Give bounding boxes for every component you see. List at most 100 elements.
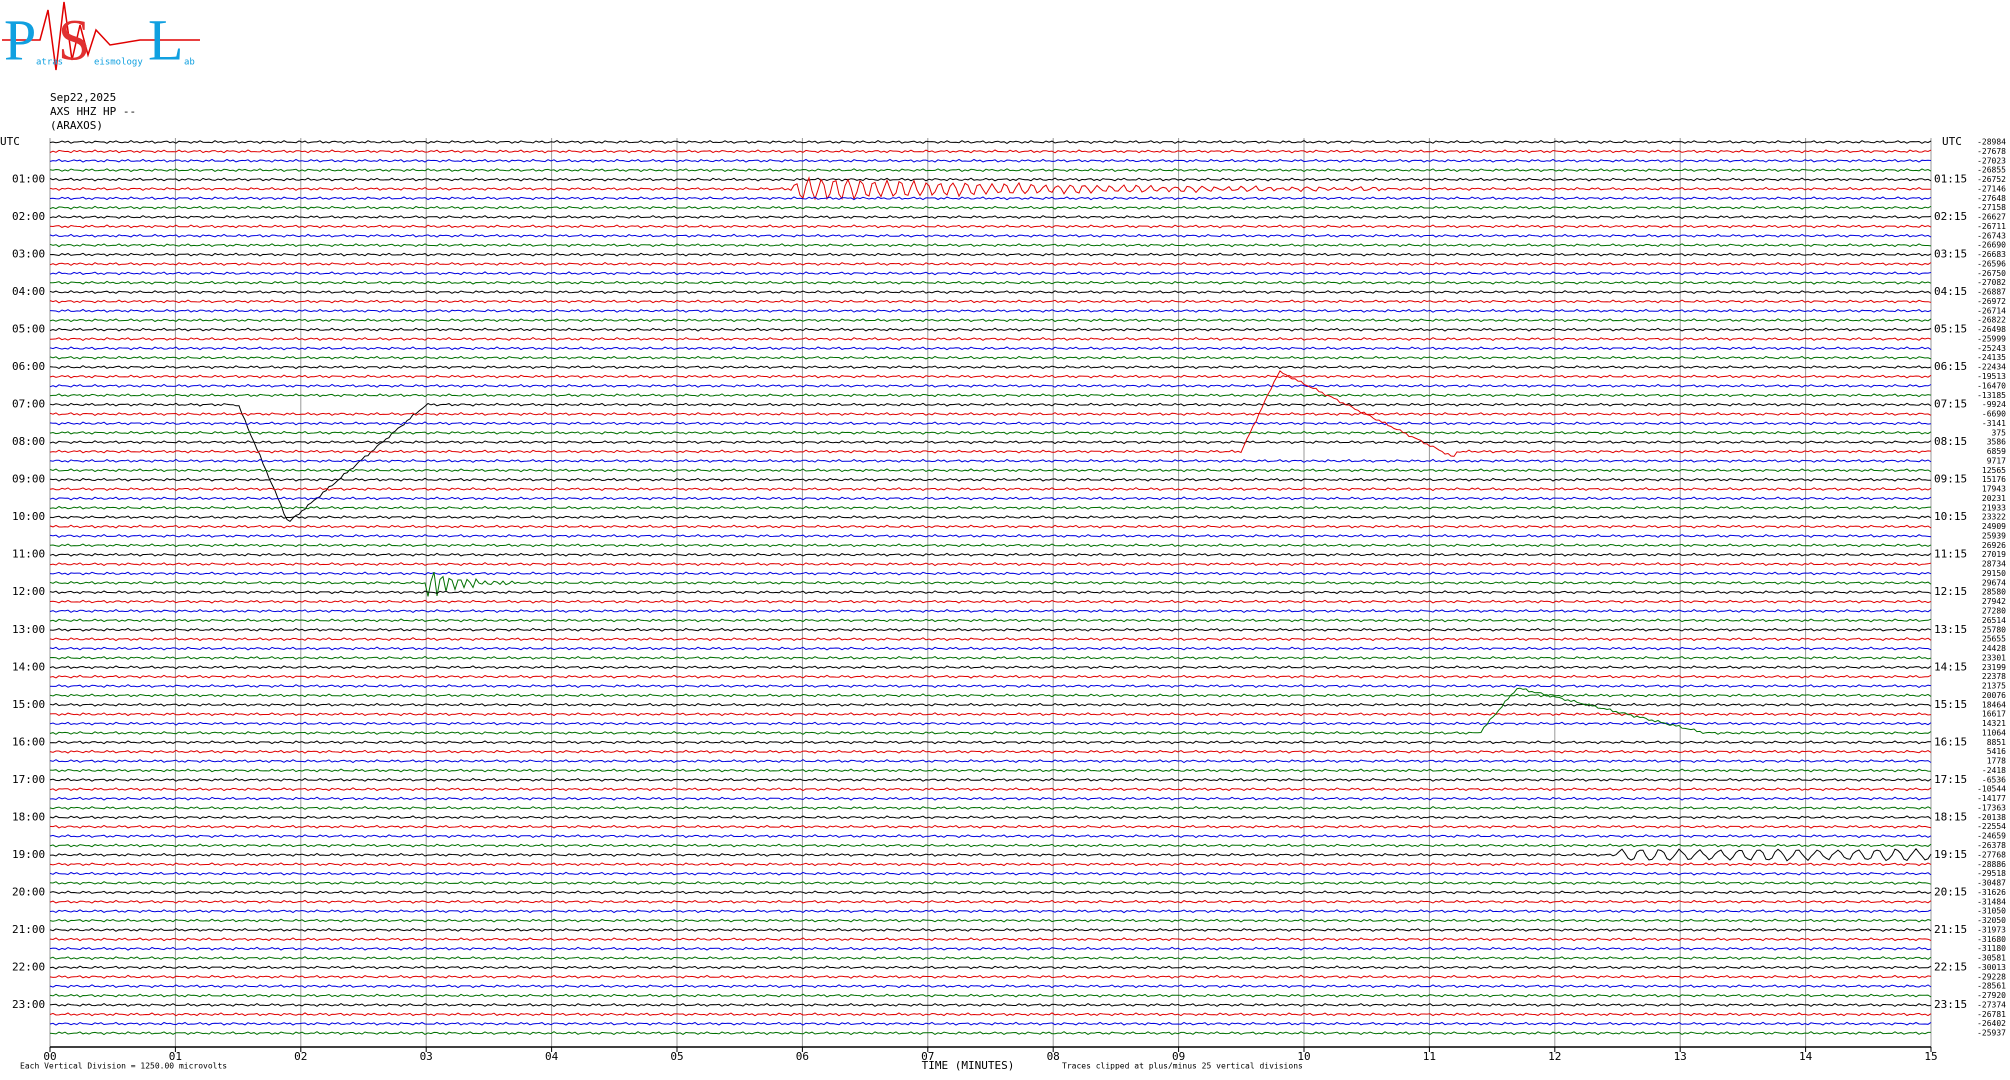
trace [49,815,1932,820]
trace [49,693,1932,698]
trace [49,299,1932,304]
logo: P S L atras eismology ab [2,1,200,72]
x-tick-label: 15 [1924,1050,1937,1063]
trace [49,1031,1931,1036]
trace-offset: 27019 [1982,550,2006,559]
trace [49,308,1932,313]
hour-label-left: 21:00 [12,923,45,936]
trace-offset: -31626 [1977,888,2006,897]
trace-offset: 24909 [1982,522,2006,531]
hour-label-right: 21:15 [1934,923,1967,936]
trace-offset: 26926 [1982,541,2006,550]
trace [49,843,1932,848]
trace-offset: -27678 [1977,147,2006,156]
trace [49,158,1932,163]
x-tick-label: 08 [1047,1050,1060,1063]
trace-offset: -30581 [1977,954,2006,963]
trace [49,393,1932,398]
trace [49,712,1932,717]
logo-wave [2,1,200,71]
trace-offset: -26743 [1977,231,2006,240]
trace [49,993,1932,998]
trace-offset: -2418 [1982,766,2006,775]
trace-offset: 28580 [1982,588,2006,597]
trace [49,383,1932,388]
trace [49,468,1932,473]
trace-offset: -26378 [1977,841,2006,850]
trace-offset: 28734 [1982,560,2006,569]
trace-offset: -27648 [1977,194,2006,203]
trace-offset: -29518 [1977,869,2006,878]
trace-offset: -29228 [1977,972,2006,981]
trace [49,337,1932,341]
trace-offset: -30487 [1977,879,2006,888]
trace-offset: 23322 [1982,513,2006,522]
x-tick-label: 03 [420,1050,433,1063]
trace [49,637,1932,642]
hour-label-left: 19:00 [12,848,45,861]
trace [49,702,1932,707]
trace-offset: -26887 [1977,288,2006,297]
hour-label-left: 16:00 [12,735,45,748]
trace-offset: -20138 [1977,813,2006,822]
trace-offset: -31484 [1977,897,2006,906]
trace [49,927,1932,932]
trace-offset: -28886 [1977,860,2006,869]
hour-label-right: 07:15 [1934,398,1967,411]
hour-label-left: 03:00 [12,248,45,261]
trace-offset: 20231 [1982,494,2006,503]
trace-offset: -26855 [1977,166,2006,175]
logo-letter: P [4,7,36,72]
trace [49,496,1932,501]
hour-label-right: 01:15 [1934,173,1967,186]
trace-offset: 3586 [1987,438,2006,447]
hour-label-right: 16:15 [1934,735,1967,748]
trace-offset: 25655 [1982,635,2006,644]
x-axis-title: TIME (MINUTES) [922,1059,1015,1072]
trace-offset: -24135 [1977,353,2006,362]
trace [49,224,1932,229]
trace [49,974,1932,979]
trace-offset: -9924 [1982,400,2006,409]
trace-offset: -25999 [1977,334,2006,343]
trace-offset: -24659 [1977,832,2006,841]
trace-offset: 16617 [1982,710,2006,719]
trace-offset: 6859 [1987,447,2006,456]
trace-offset: 29150 [1982,569,2006,578]
trace [49,402,1932,523]
x-tick-label: 04 [545,1050,559,1063]
trace-offset: 12565 [1982,466,2006,475]
trace [49,534,1932,538]
scale-note: Each Vertical Division = 1250.00 microvo… [20,1062,227,1071]
header-date: Sep22,2025 [50,91,116,104]
hour-label-right: 23:15 [1934,998,1967,1011]
trace-offset: -31680 [1977,935,2006,944]
trace-offset: -30013 [1977,963,2006,972]
trace [49,571,1932,597]
trace [49,768,1932,773]
hour-label-left: 22:00 [12,960,45,973]
trace [49,243,1932,248]
hour-label-left: 15:00 [12,698,45,711]
trace [49,562,1932,567]
right-axis-title: UTC [1942,135,1962,148]
trace-offset: 25939 [1982,531,2006,540]
x-tick-label: 11 [1423,1050,1436,1063]
trace-offset: -31973 [1977,925,2006,934]
trace-offset: 1778 [1987,757,2006,766]
trace-offset: -26690 [1977,241,2006,250]
trace-offset: 23301 [1982,653,2006,662]
hour-label-right: 05:15 [1934,323,1967,336]
trace [49,796,1932,801]
hour-label-left: 09:00 [12,473,45,486]
x-tick-label: 02 [294,1050,307,1063]
trace [49,412,1932,416]
trace-offset: 23199 [1982,663,2006,672]
hour-label-right: 19:15 [1934,848,1967,861]
trace [49,665,1932,670]
trace [49,1003,1932,1007]
trace-offset: -32050 [1977,916,2006,925]
trace [49,847,1932,862]
hour-label-right: 04:15 [1934,285,1967,298]
